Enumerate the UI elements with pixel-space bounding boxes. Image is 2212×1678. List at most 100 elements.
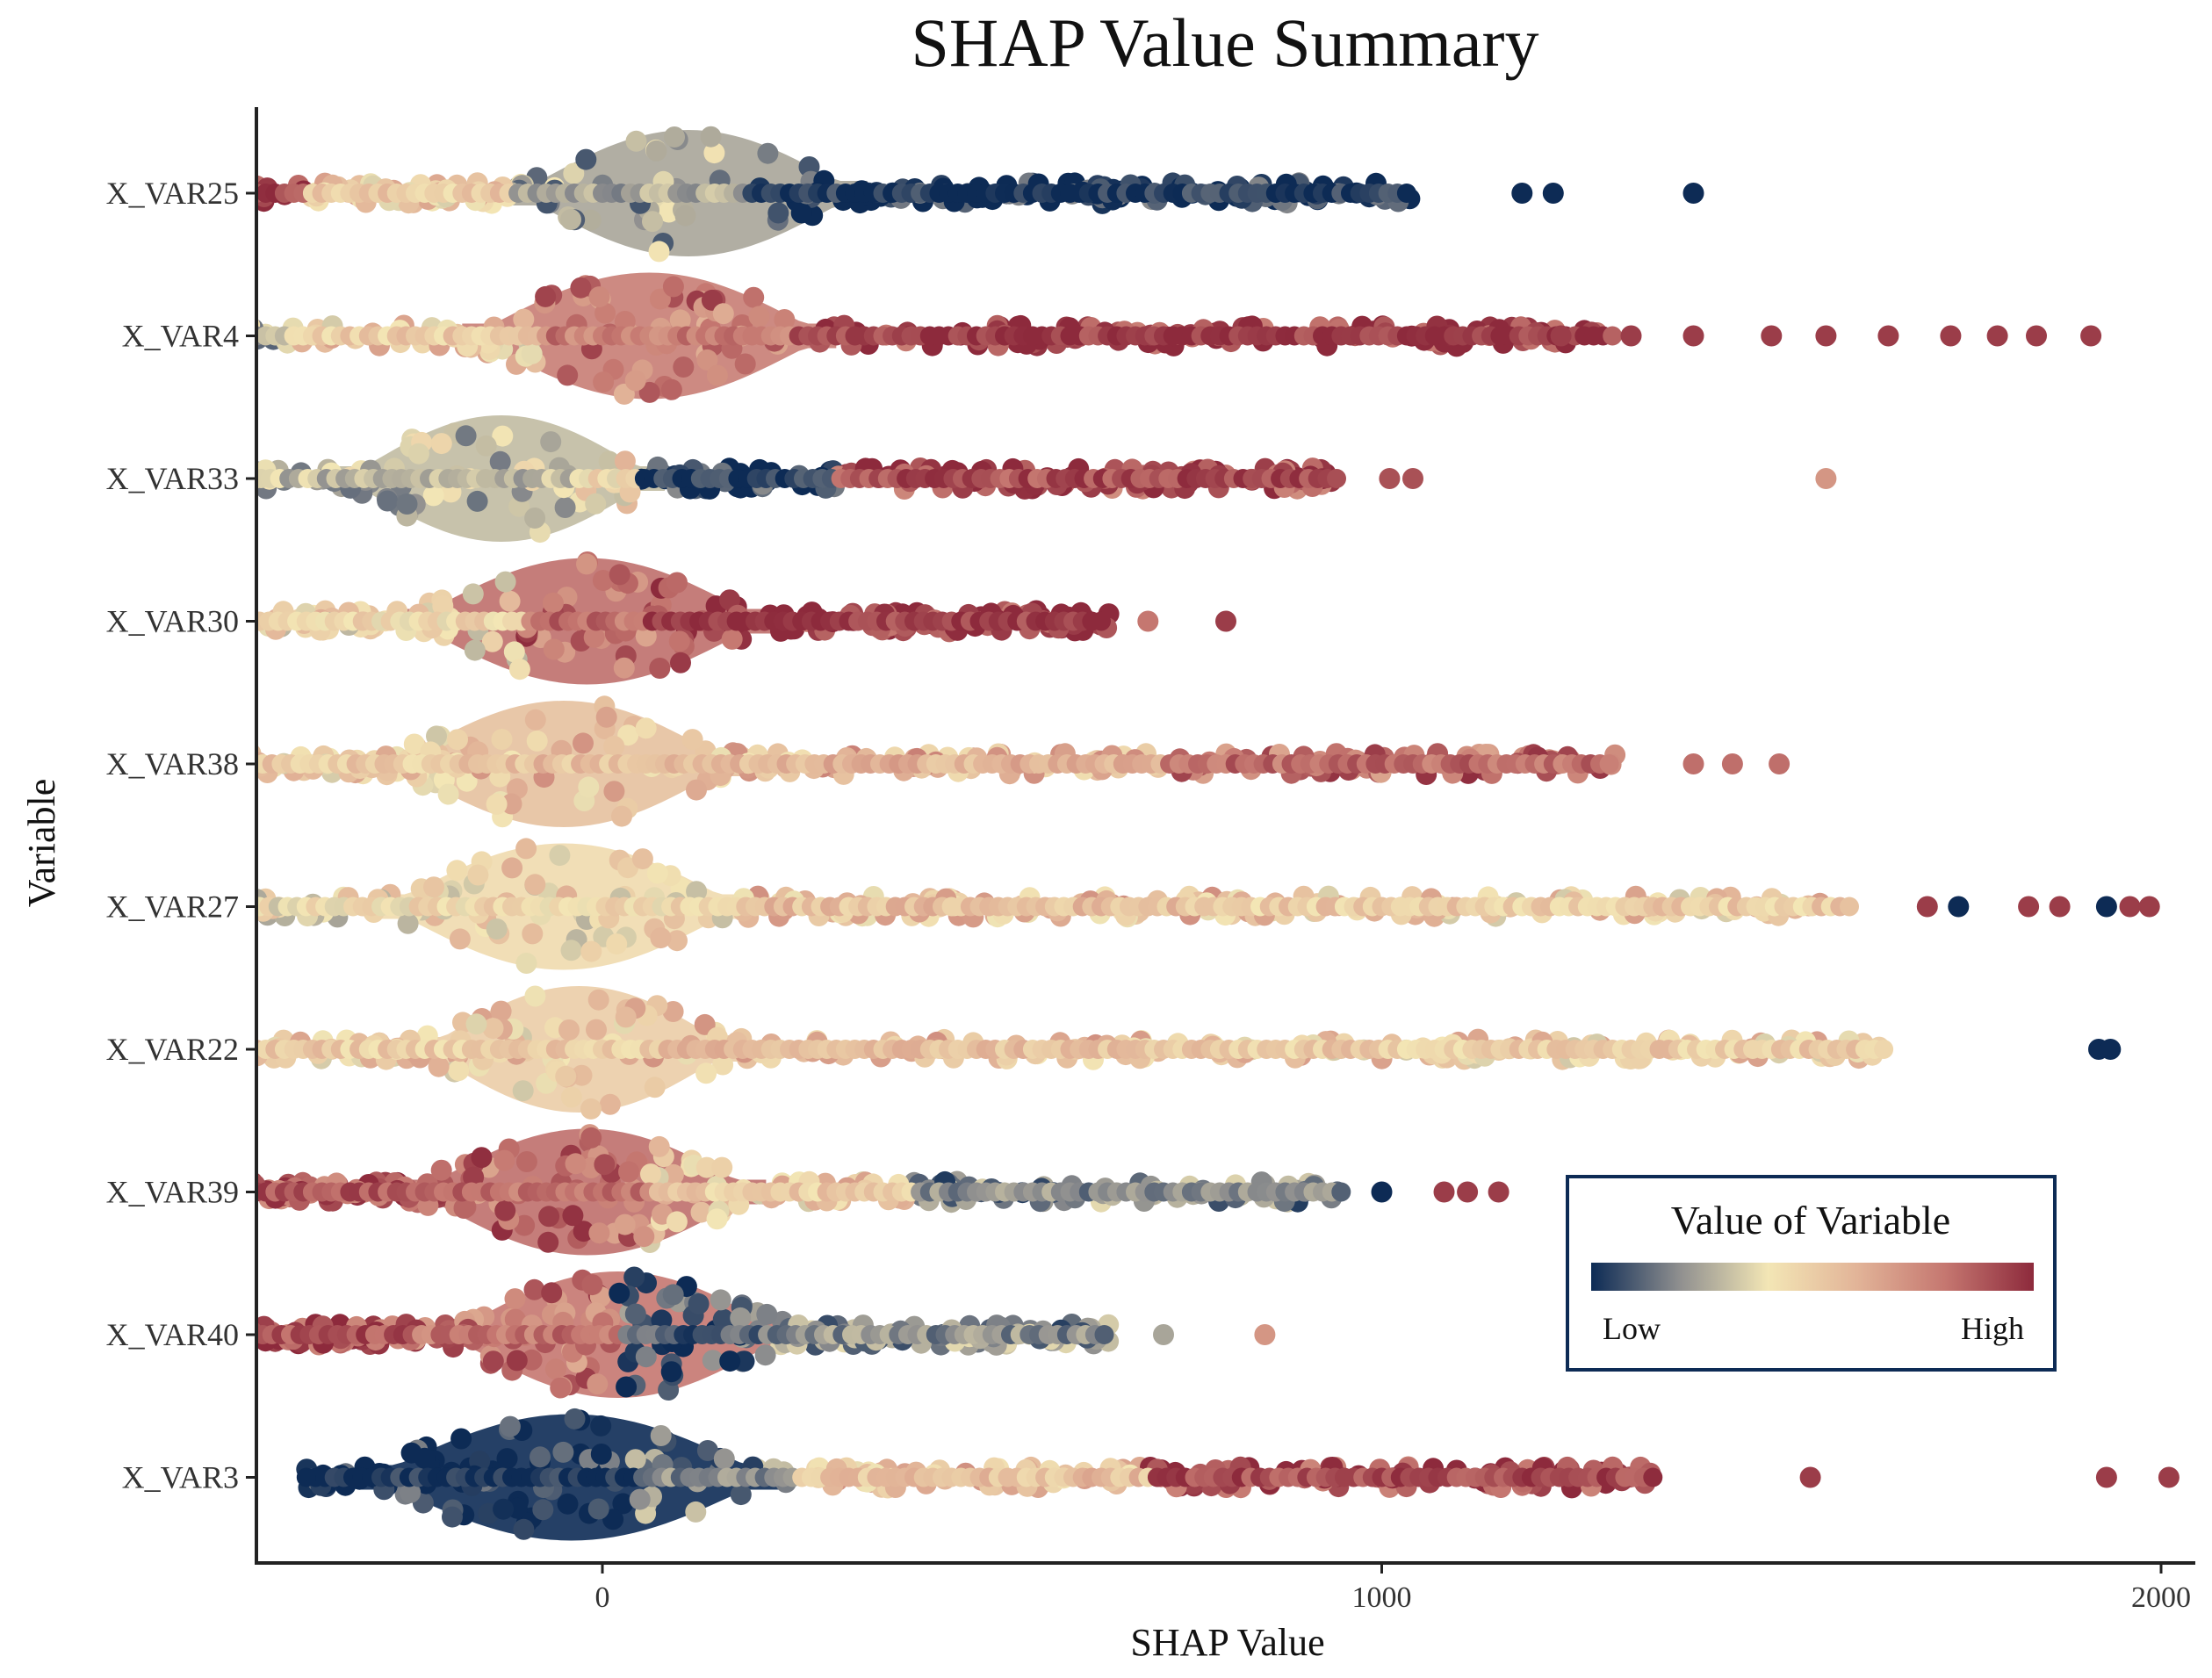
data-point: [1327, 469, 1346, 488]
data-point: [588, 1222, 609, 1243]
data-point: [525, 709, 546, 731]
data-point: [558, 1494, 579, 1515]
data-point: [588, 1499, 609, 1520]
data-point: [735, 354, 756, 375]
data-point: [756, 1304, 777, 1325]
data-point: [618, 1162, 639, 1183]
data-point: [560, 209, 581, 230]
x-tick-label: 2000: [2131, 1581, 2191, 1614]
data-point: [442, 1507, 463, 1528]
outlier-point: [1769, 753, 1790, 774]
outlier-point: [2139, 897, 2160, 918]
data-point: [476, 436, 497, 457]
data-point: [661, 1361, 682, 1382]
data-point: [664, 126, 685, 148]
data-point: [580, 1098, 602, 1120]
data-point: [450, 1429, 472, 1450]
chart-title: SHAP Value Summary: [911, 4, 1538, 81]
legend-high-label: High: [1961, 1311, 2024, 1346]
data-point: [722, 629, 743, 650]
data-point: [545, 1358, 566, 1379]
data-point: [686, 780, 707, 801]
data-point: [588, 990, 609, 1011]
data-point: [81, 177, 102, 198]
data-point: [63, 612, 83, 631]
data-point: [448, 1060, 469, 1081]
data-point: [1874, 1040, 1893, 1059]
y-tick-label-x-var40: X_VAR40: [106, 1317, 239, 1352]
outlier-point: [1254, 1324, 1275, 1345]
data-point: [494, 1150, 515, 1171]
outlier-point: [1683, 183, 1704, 204]
data-point: [236, 1042, 257, 1063]
data-point: [625, 1304, 646, 1325]
data-point: [466, 1013, 487, 1034]
outlier-point: [1372, 1182, 1393, 1203]
outlier-point: [1800, 1467, 1821, 1488]
data-point: [555, 497, 576, 518]
data-point: [586, 1019, 607, 1041]
data-point: [540, 431, 561, 452]
data-point: [456, 425, 477, 446]
row-points-x-var38: [187, 695, 1790, 827]
data-point: [236, 320, 257, 342]
data-point: [493, 1499, 514, 1520]
data-point: [83, 179, 104, 200]
data-point: [666, 1211, 688, 1232]
outlier-point: [1137, 611, 1158, 632]
data-point: [1397, 184, 1416, 203]
data-point: [397, 493, 418, 515]
outlier-point: [1948, 897, 1969, 918]
y-tick-label-x-var30: X_VAR30: [106, 604, 239, 639]
data-point: [647, 863, 668, 884]
data-point: [1095, 1325, 1114, 1344]
data-point: [68, 617, 90, 638]
data-point: [580, 1127, 602, 1149]
y-tick-label-x-var38: X_VAR38: [106, 746, 239, 781]
data-point: [447, 729, 468, 750]
outlier-point: [1917, 897, 1938, 918]
data-point: [749, 306, 770, 327]
outlier-point: [2026, 326, 2047, 347]
data-point: [633, 1226, 654, 1247]
data-point: [516, 953, 537, 974]
data-point: [543, 593, 564, 614]
data-point: [558, 1019, 580, 1041]
data-point: [585, 493, 606, 515]
legend-colorbar: [1591, 1263, 2034, 1291]
y-axis-label: Variable: [20, 779, 63, 908]
outlier-point: [2096, 1467, 2117, 1488]
data-point: [535, 286, 556, 307]
outlier-point: [1434, 1182, 1455, 1203]
data-point: [566, 1153, 587, 1174]
data-point: [707, 1208, 728, 1229]
data-point: [423, 876, 444, 897]
data-point: [670, 652, 691, 673]
data-point: [82, 612, 101, 631]
data-point: [550, 1378, 571, 1399]
data-point: [562, 1205, 583, 1226]
data-point: [600, 1094, 621, 1115]
data-point: [757, 143, 778, 164]
data-point: [465, 640, 486, 661]
data-point: [649, 658, 670, 679]
data-point: [494, 1200, 515, 1221]
data-point: [589, 286, 610, 307]
legend-low-label: Low: [1603, 1311, 1661, 1346]
data-point: [651, 1425, 672, 1446]
data-point: [603, 781, 624, 802]
data-point: [719, 1350, 740, 1372]
data-point: [509, 659, 530, 680]
data-point: [65, 609, 86, 630]
data-point: [80, 175, 101, 196]
data-point: [615, 1214, 636, 1235]
outlier-point: [1402, 468, 1423, 489]
data-point: [81, 178, 102, 199]
data-point: [541, 1282, 562, 1303]
data-point: [581, 1274, 602, 1295]
data-point: [64, 611, 85, 632]
data-point: [544, 639, 565, 660]
outlier-point: [1457, 1182, 1478, 1203]
data-point: [522, 923, 543, 944]
data-point: [486, 918, 508, 940]
